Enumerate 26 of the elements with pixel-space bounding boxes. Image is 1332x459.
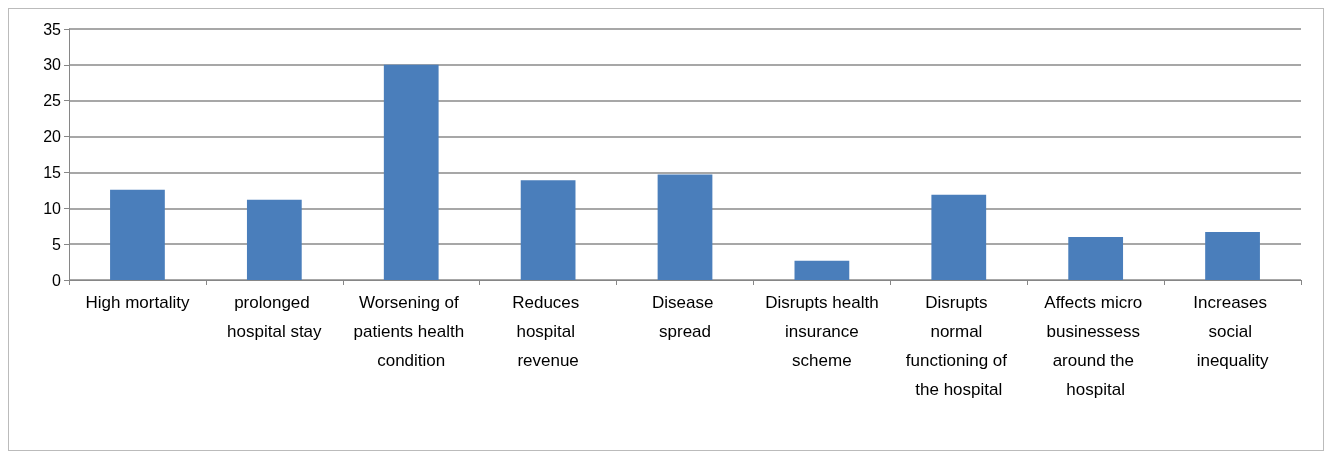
x-tick-label: prolonged hospital stay (227, 293, 323, 341)
x-tick-label: High mortality (85, 293, 190, 312)
bar (520, 180, 576, 280)
y-tick-label: 20 (43, 128, 62, 146)
y-tick-label: 5 (52, 235, 62, 253)
x-tick-label: Disease spread (651, 293, 719, 341)
x-tick-label: Worsening of patients health condition (353, 293, 469, 370)
y-tick-label: 35 (43, 20, 62, 38)
x-tick-label: Disrupts health insurance scheme (765, 293, 879, 370)
bar (1068, 236, 1124, 280)
x-tick-label: Increases social inequality (1193, 293, 1272, 370)
bar (1205, 231, 1260, 280)
x-tick-label: Disrupts normal functioning of the hospital (905, 293, 1012, 399)
bar (931, 194, 987, 280)
bar (110, 189, 165, 280)
bar (794, 260, 850, 280)
y-tick-label: 10 (43, 199, 62, 217)
y-tick-label: 15 (43, 163, 62, 181)
bar (657, 174, 713, 280)
y-tick-label: 30 (43, 56, 62, 74)
bar (383, 64, 439, 280)
x-tick-label: Affects micro businessess around the hospital (1044, 293, 1147, 399)
bar (246, 199, 302, 280)
x-tick-label: Reduces hospital revenue (512, 293, 585, 370)
y-tick-label: 0 (52, 271, 62, 289)
y-tick-label: 25 (43, 92, 62, 110)
